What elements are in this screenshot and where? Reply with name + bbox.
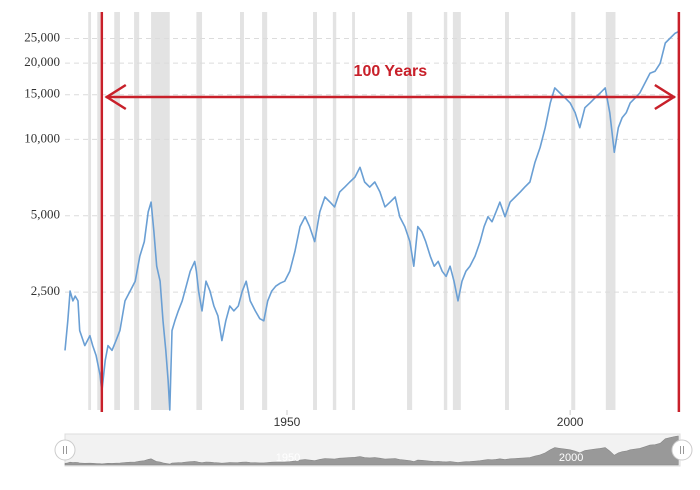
shaded-period bbox=[134, 12, 140, 410]
shaded-period bbox=[571, 12, 576, 410]
navigator-area bbox=[64, 435, 679, 466]
shaded-period bbox=[114, 12, 120, 410]
x-tick-label: 2000 bbox=[557, 415, 584, 429]
grid-layer bbox=[65, 37, 680, 415]
y-tick-label: 10,000 bbox=[24, 130, 60, 145]
y-tick-label: 5,000 bbox=[31, 207, 60, 222]
annotation-label: 100 Years bbox=[354, 63, 428, 80]
shaded-period bbox=[151, 12, 170, 410]
shaded-period bbox=[97, 12, 101, 410]
y-tick-label: 15,000 bbox=[24, 86, 60, 101]
shaded-period bbox=[88, 12, 92, 410]
y-tick-label: 25,000 bbox=[24, 29, 60, 44]
y-tick-label: 20,000 bbox=[24, 54, 60, 69]
navigator-label: 2000 bbox=[559, 452, 583, 464]
x-tick-label: 1950 bbox=[274, 415, 301, 429]
shaded-period bbox=[452, 12, 461, 410]
shaded-period bbox=[313, 12, 318, 410]
shaded-period bbox=[262, 12, 268, 410]
navigator-layer: 2000 1950 bbox=[64, 435, 679, 466]
shaded-period bbox=[196, 12, 203, 410]
shaded-period bbox=[332, 12, 337, 410]
shaded-period bbox=[239, 12, 244, 410]
navigator-handle[interactable] bbox=[671, 439, 693, 461]
navigator-label: 1950 bbox=[276, 452, 300, 464]
shaded-period bbox=[352, 12, 355, 410]
arrow-head bbox=[104, 83, 127, 111]
navigator-handle[interactable] bbox=[54, 439, 76, 461]
shaded-period bbox=[407, 12, 413, 410]
y-tick-label: 2,500 bbox=[31, 283, 60, 298]
shaded-period bbox=[605, 12, 616, 410]
arrow-head bbox=[654, 83, 677, 111]
shaded-period bbox=[443, 12, 448, 410]
